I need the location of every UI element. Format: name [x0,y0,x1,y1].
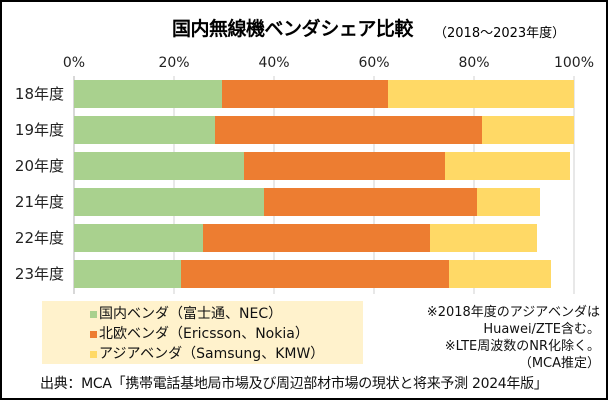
bar-segment-asia [388,80,574,108]
bar-segment-nordic [181,260,449,288]
bar-segment-asia [477,188,540,216]
bar-segment-asia [482,116,574,144]
x-tick-label: 40% [258,55,289,71]
bar-segment-asia [430,224,537,252]
bar-segment-asia [445,152,570,180]
bar-segment-domestic [74,260,181,288]
category-label: 19年度 [15,121,64,139]
legend-label-domestic: 国内ベンダ（富士通、NEC） [99,306,283,322]
x-tick-label: 80% [458,55,489,71]
bar-segment-nordic [203,224,430,252]
category-label: 23年度 [15,265,64,283]
bar-segment-domestic [74,224,203,252]
note-line-2: Huawei/ZTE含む。 [483,322,600,337]
category-label: 18年度 [15,85,64,103]
x-tick-label: 60% [358,55,389,71]
legend-item-asia: アジアベンダ（Samsung、KMW） [90,343,324,363]
bar-segment-domestic [74,188,264,216]
x-tick-label: 100% [554,55,594,71]
note-line-4: （MCA推定） [518,356,600,371]
category-label: 20年度 [15,157,64,175]
legend-swatch-asia [90,350,97,358]
x-tick-label: 0% [63,55,85,71]
source-citation: 出典：MCA「携帯電話基地局市場及び周辺部材市場の現状と将来予測 2024年版」 [40,376,548,392]
category-label: 21年度 [15,193,64,211]
legend: 国内ベンダ（富士通、NEC） 北欧ベンダ（Ericsson、Nokia） アジア… [42,301,363,364]
legend-swatch-nordic [90,330,97,338]
note-line-1: ※2018年度のアジアベンダは [426,305,600,320]
bar-segment-nordic [215,116,482,144]
bar-segment-nordic [264,188,477,216]
bar-segment-asia [449,260,551,288]
x-tick-label: 20% [158,55,189,71]
legend-label-nordic: 北欧ベンダ（Ericsson、Nokia） [99,326,309,342]
gridlines [73,76,575,294]
bar-segment-nordic [222,80,388,108]
bar-segment-domestic [74,152,244,180]
legend-item-domestic: 国内ベンダ（富士通、NEC） [90,303,282,323]
y-axis-labels: 18年度 19年度 20年度 21年度 22年度 23年度 [15,85,64,283]
chart-title: 国内無線機ベンダシェア比較 [172,18,413,40]
bars [74,80,574,288]
bar-segment-nordic [244,152,445,180]
chart-subtitle: （2018～2023年度） [434,26,566,41]
bar-segment-domestic [74,116,215,144]
note-line-3: ※LTE周波数のNR化除く。 [444,339,600,354]
x-axis-ticks: 0% 20% 40% 60% 80% 100% [63,55,594,71]
legend-item-nordic: 北欧ベンダ（Ericsson、Nokia） [90,323,309,343]
bar-segment-domestic [74,80,222,108]
legend-label-asia: アジアベンダ（Samsung、KMW） [99,346,325,362]
category-label: 22年度 [15,229,64,247]
legend-swatch-domestic [90,310,97,318]
